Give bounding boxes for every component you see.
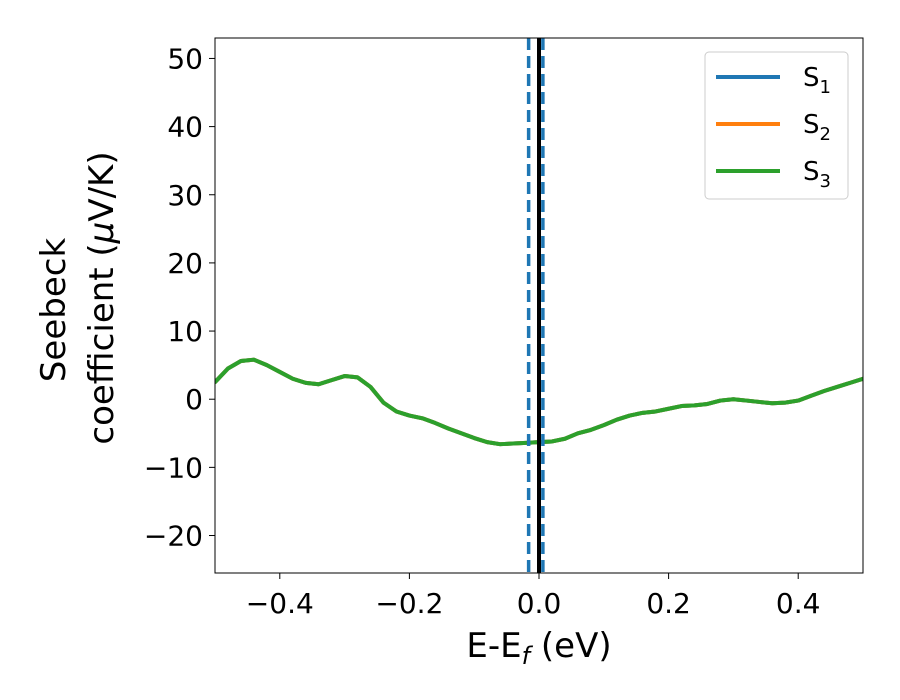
y-tick-label: 10 bbox=[167, 315, 203, 348]
y-tick-label: 40 bbox=[167, 111, 203, 144]
y-axis-ticks: −20 −10 0 10 20 30 40 50 bbox=[144, 42, 215, 553]
y-tick-label: −10 bbox=[144, 451, 203, 484]
y-tick-label: 30 bbox=[167, 179, 203, 212]
x-tick-label: −0.4 bbox=[246, 587, 314, 620]
x-tick-label: −0.2 bbox=[375, 587, 443, 620]
x-tick-label: 0.2 bbox=[646, 587, 691, 620]
x-axis-label: E-Ef (eV) bbox=[466, 626, 611, 670]
y-tick-label: 50 bbox=[167, 42, 203, 75]
y-axis-label-line1: Seebeck bbox=[34, 238, 74, 383]
reference-lines bbox=[526, 38, 545, 573]
legend: S1 S2 S3 bbox=[704, 51, 849, 200]
x-axis-ticks: −0.4 −0.2 0.0 0.2 0.4 bbox=[246, 573, 821, 620]
y-tick-label: 20 bbox=[167, 247, 203, 280]
legend-label-s1: S1 bbox=[803, 63, 831, 98]
y-tick-label: −20 bbox=[144, 520, 203, 553]
legend-label-s2: S2 bbox=[803, 110, 831, 145]
legend-label-s3: S3 bbox=[803, 157, 831, 192]
x-tick-label: 0.4 bbox=[776, 587, 821, 620]
y-tick-label: 0 bbox=[185, 383, 203, 416]
x-tick-label: 0.0 bbox=[517, 587, 562, 620]
y-axis-label-line2: coefficient (μV/K) bbox=[82, 151, 122, 444]
